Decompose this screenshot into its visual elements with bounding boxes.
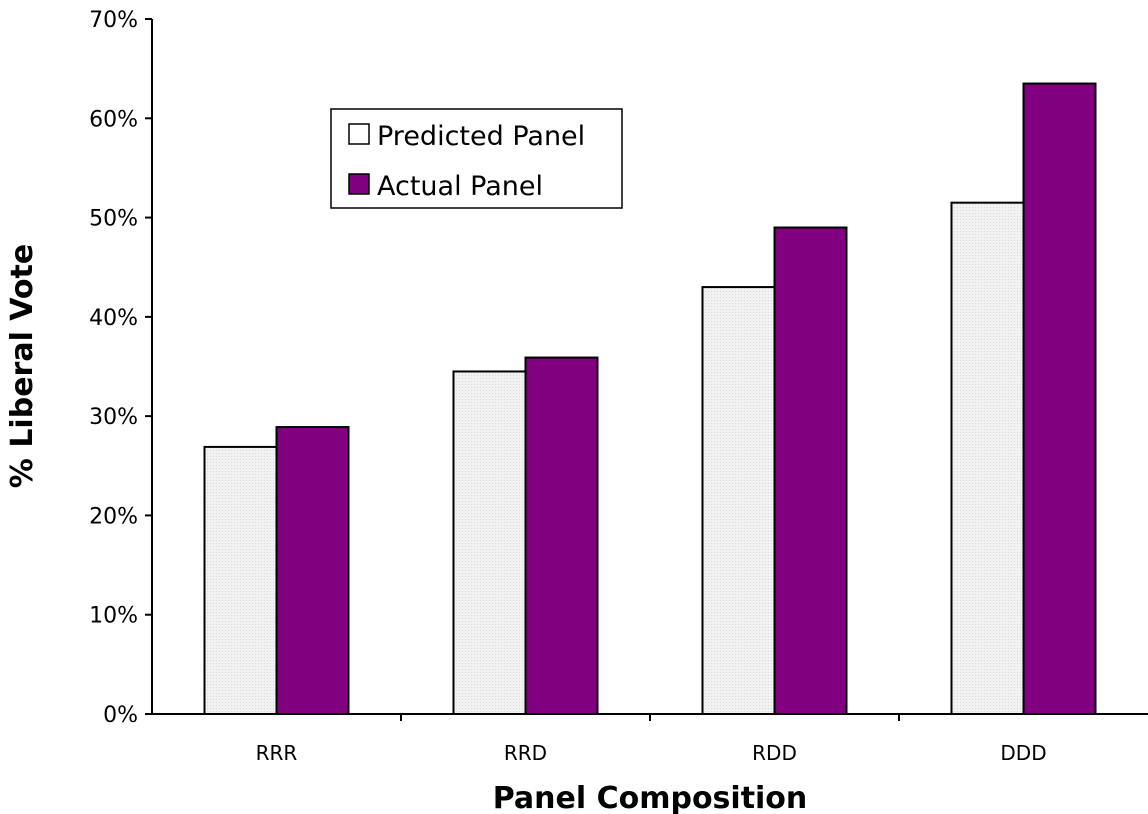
predicted-bar-rrr bbox=[203, 445, 278, 715]
y-tick-label: 0% bbox=[103, 703, 138, 728]
bars-group bbox=[203, 82, 1097, 716]
actual-bar-ddd bbox=[1022, 82, 1097, 716]
y-tick-label: 10% bbox=[89, 604, 138, 629]
y-tick-label: 20% bbox=[89, 504, 138, 529]
y-tick-label: 40% bbox=[89, 306, 138, 331]
x-ticks-group: RRR RRD RDD DDD bbox=[256, 714, 1047, 765]
actual-bar-rrr bbox=[275, 426, 350, 715]
x-axis-title: Panel Composition bbox=[493, 781, 808, 814]
y-tick-label: 60% bbox=[89, 107, 138, 132]
y-ticks-group: 0% 10% 20% 30% 40% 50% 60% 70% bbox=[89, 8, 152, 728]
legend: Predicted Panel Actual Panel bbox=[330, 108, 623, 209]
legend-label-predicted: Predicted Panel bbox=[377, 121, 585, 152]
predicted-bar-rdd bbox=[701, 286, 776, 715]
y-tick-label: 30% bbox=[89, 405, 138, 430]
legend-swatch-predicted bbox=[348, 123, 370, 145]
legend-box bbox=[330, 108, 623, 209]
actual-bar-rdd bbox=[773, 226, 848, 715]
legend-label-actual: Actual Panel bbox=[377, 171, 543, 202]
x-tick-label: RRR bbox=[256, 741, 298, 765]
legend-swatch-actual bbox=[348, 173, 370, 195]
y-tick-label: 70% bbox=[89, 8, 138, 33]
x-tick-label: DDD bbox=[1000, 741, 1046, 765]
y-axis-title: % Liberal Vote bbox=[5, 244, 40, 488]
x-tick-label: RRD bbox=[504, 741, 547, 765]
y-tick-label: 50% bbox=[89, 207, 138, 232]
x-tick-label: RDD bbox=[752, 741, 797, 765]
predicted-bar-ddd bbox=[950, 201, 1025, 716]
predicted-bar-rrd bbox=[452, 370, 527, 715]
actual-bar-rrd bbox=[524, 356, 599, 715]
